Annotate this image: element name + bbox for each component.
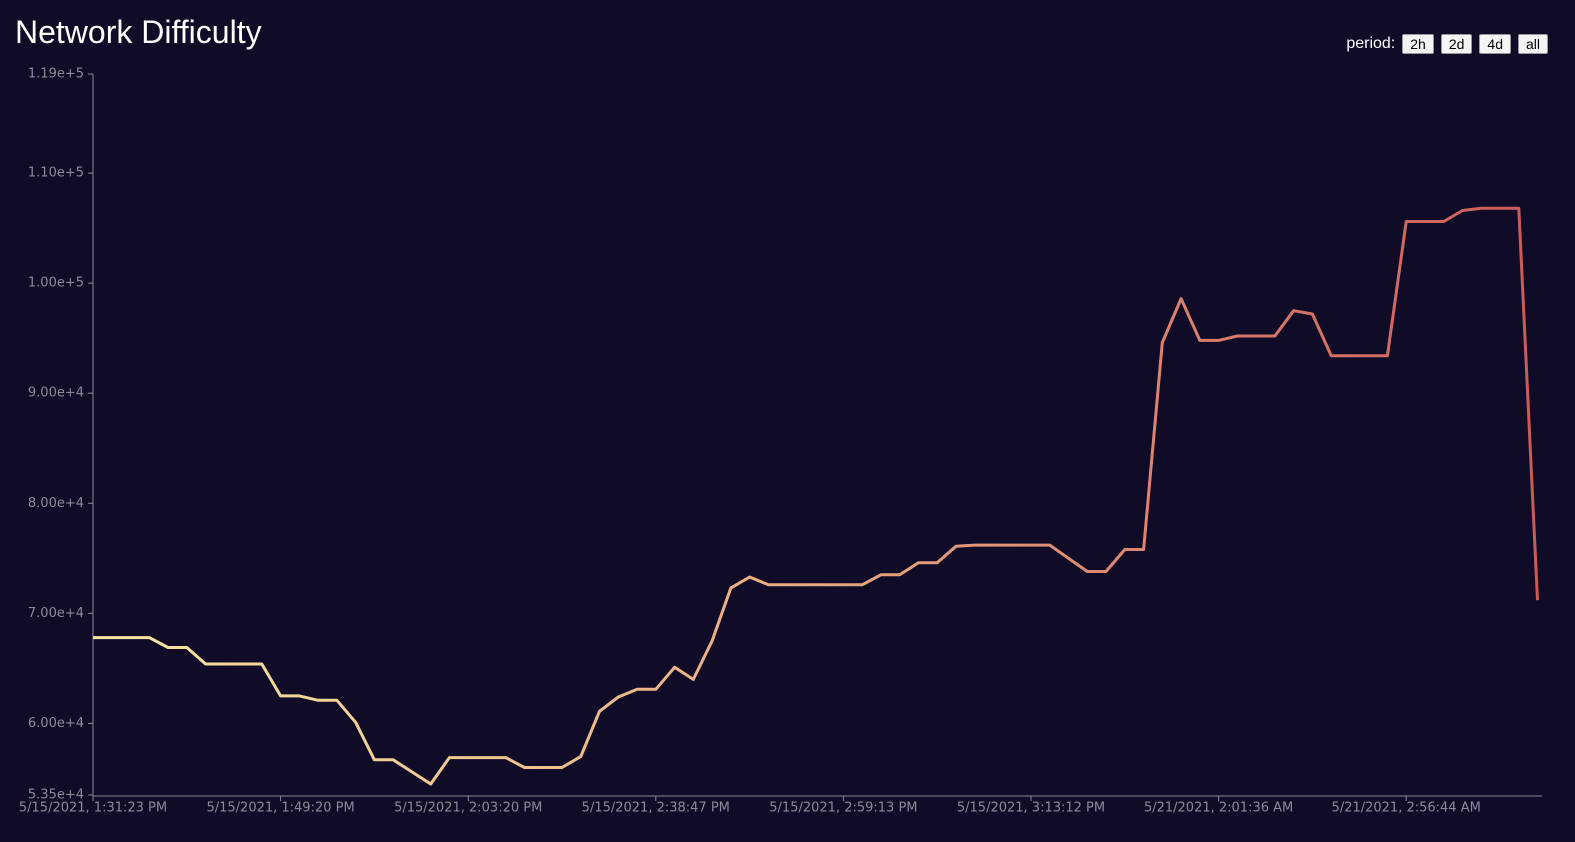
y-tick-label: 1.10e+5 bbox=[28, 166, 84, 181]
x-tick-label: 5/15/2021, 2:38:47 PM bbox=[582, 801, 730, 816]
chart-title: Network Difficulty bbox=[15, 14, 262, 50]
y-tick-label: 9.00e+4 bbox=[28, 386, 84, 401]
x-tick-label: 5/21/2021, 2:01:36 AM bbox=[1144, 801, 1293, 816]
period-button[interactable]: 2d bbox=[1440, 34, 1473, 54]
period-button[interactable]: 2h bbox=[1402, 34, 1434, 54]
x-tick-label: 5/15/2021, 1:49:20 PM bbox=[206, 801, 354, 816]
period-label: period: bbox=[1346, 35, 1396, 52]
x-tick-label: 5/21/2021, 2:56:44 AM bbox=[1332, 801, 1481, 816]
y-tick-label: 6.00e+4 bbox=[28, 716, 84, 731]
y-tick-label: 1.00e+5 bbox=[28, 276, 84, 291]
x-tick-label: 5/15/2021, 1:31:23 PM bbox=[19, 801, 167, 816]
x-tick-label: 5/15/2021, 3:13:12 PM bbox=[957, 801, 1105, 816]
y-tick-label: 1.19e+5 bbox=[28, 67, 84, 82]
period-button[interactable]: 4d bbox=[1479, 34, 1511, 54]
period-button[interactable]: all bbox=[1517, 34, 1548, 54]
y-tick-label: 5.35e+4 bbox=[28, 788, 84, 803]
period-controls: period: 2h 2d 4d all bbox=[1346, 34, 1548, 54]
x-tick-label: 5/15/2021, 2:03:20 PM bbox=[394, 801, 542, 816]
x-tick-label: 5/15/2021, 2:59:13 PM bbox=[769, 801, 917, 816]
y-tick-label: 8.00e+4 bbox=[28, 496, 84, 511]
difficulty-line bbox=[93, 206, 1539, 786]
y-tick-label: 7.00e+4 bbox=[28, 606, 84, 621]
